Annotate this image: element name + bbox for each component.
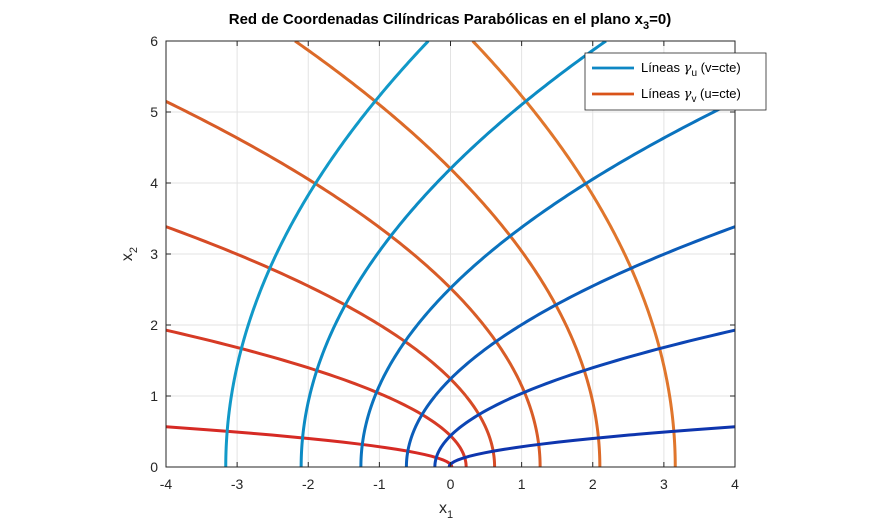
- x-tick-label: 3: [660, 476, 668, 492]
- legend: Líneas γu (v=cte) Líneas γv (u=cte): [584, 52, 767, 111]
- gamma-u-curve: [299, 41, 607, 467]
- chart-title-subscript: 3: [643, 20, 649, 32]
- gamma-u-curve: [224, 41, 430, 467]
- curves-group: [166, 41, 735, 467]
- x-tick-label: -2: [302, 476, 315, 492]
- x-tick-label: 0: [447, 476, 455, 492]
- y-tick-label: 4: [150, 175, 158, 191]
- gamma-v-curve: [294, 41, 602, 467]
- y-tick-label: 3: [150, 246, 158, 262]
- x-tick-label: -3: [231, 476, 244, 492]
- legend-box: [584, 52, 767, 111]
- legend-label-gamma-u: Líneas γu (v=cte): [641, 60, 741, 79]
- gamma-u-curve: [433, 328, 735, 467]
- y-tick-label: 5: [150, 104, 158, 120]
- gamma-v-curve: [166, 225, 497, 467]
- x-ticks: -4 -3 -2 -1 0 1 2 3 4: [160, 41, 739, 492]
- gamma-v-curve: [166, 328, 468, 467]
- y-axis-label: x2: [119, 247, 140, 261]
- y-tick-label: 1: [150, 388, 158, 404]
- y-tick-label: 0: [150, 459, 158, 475]
- gamma-v-curve: [166, 99, 542, 467]
- x-tick-label: 1: [518, 476, 526, 492]
- gamma-u-curve: [359, 99, 735, 467]
- x-tick-label: 2: [589, 476, 597, 492]
- y-ticks: 0 1 2 3 4 5 6: [150, 33, 735, 475]
- x-tick-label: -1: [373, 476, 386, 492]
- x-tick-label: 4: [731, 476, 739, 492]
- gamma-u-curve: [404, 225, 735, 467]
- gamma-v-curve: [471, 41, 677, 467]
- y-tick-label: 6: [150, 33, 158, 49]
- x-axis-label: x1: [439, 500, 453, 521]
- y-tick-label: 2: [150, 317, 158, 333]
- chart-title: Red de Coordenadas Cilíndricas Parabólic…: [229, 11, 672, 32]
- legend-label-gamma-v: Líneas γv (u=cte): [641, 86, 741, 105]
- x-tick-label: -4: [160, 476, 173, 492]
